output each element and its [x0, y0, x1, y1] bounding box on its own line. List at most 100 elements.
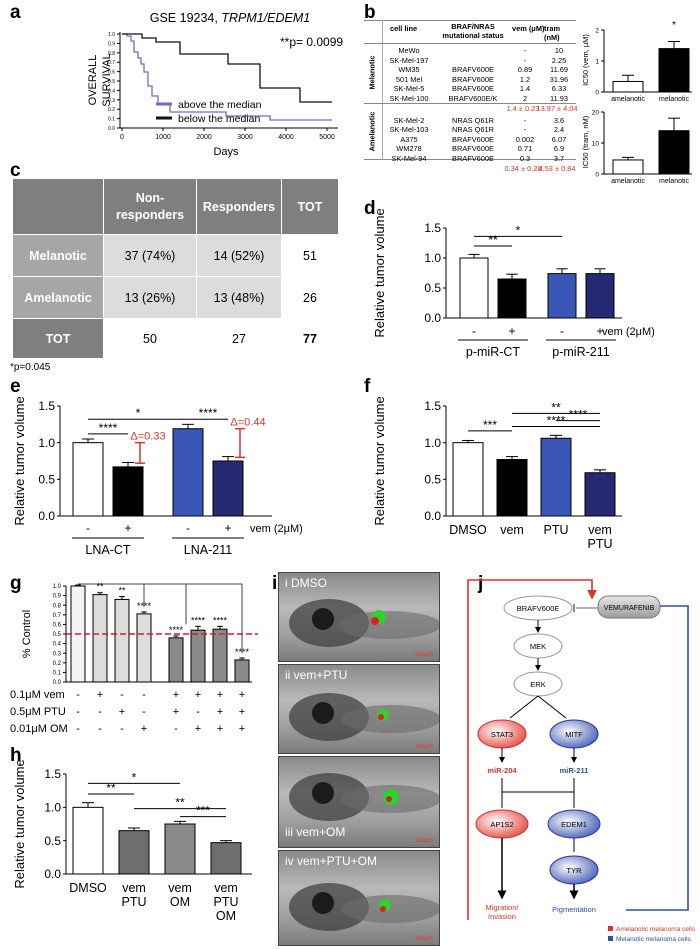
- x-tick-label: melanotic: [659, 178, 689, 185]
- node-ap1s2-label: AP1S2: [490, 820, 513, 829]
- y-tick-label: 1.0: [424, 251, 441, 265]
- bar: [459, 257, 489, 319]
- y-tick-label: 0.1: [53, 671, 62, 677]
- significance-label: *: [516, 223, 521, 237]
- table-b-cell: SK-Mel-100: [389, 94, 429, 103]
- delta-label: Δ=0.44: [230, 417, 265, 429]
- y-tick-label: 0.7: [53, 613, 62, 619]
- y-tick-label: 0.0: [38, 509, 55, 523]
- group-label: p-miR-211: [552, 345, 609, 359]
- survival-ytick-label: 1.0: [108, 32, 115, 38]
- survival-ytick-label: 0.6: [108, 70, 115, 76]
- significance-label: **: [106, 781, 116, 795]
- table-c-cell: 13 (48%): [196, 276, 282, 319]
- x-tick-label: vem PTU: [122, 881, 147, 909]
- x-tick-label: vem OM: [168, 881, 192, 909]
- significance-label: ****: [169, 625, 184, 635]
- table-b-cell: -: [523, 55, 527, 65]
- bar: [172, 428, 204, 517]
- legend-label-melanotic: Melanotic melanoma cells: [616, 936, 692, 943]
- curve-below-median: [122, 33, 332, 103]
- table-b-cell: 11.93: [550, 94, 568, 103]
- ic50-tram-chart: IC50 (tram, nM) 0 10 20 amelanotic melanotic: [581, 109, 692, 185]
- bar: [112, 466, 144, 517]
- header-cell-line: cell line: [390, 24, 418, 33]
- survival-xtick-label: 2000: [196, 134, 212, 141]
- panel-label-c: c: [10, 160, 21, 181]
- photo-caption: iv vem+PTU+OM: [285, 854, 378, 868]
- condition-mark: -: [196, 706, 200, 718]
- significance-label: ****: [213, 615, 228, 625]
- header-vem: vem (μM): [512, 24, 545, 33]
- table-b-cell: BRAFV600E: [452, 134, 494, 144]
- bar: [496, 459, 528, 517]
- chart-g: 0.0 0.1 0.2 0.3 0.4 0.5 0.6 0.7 0.8 0.9 1.0 % Contr…: [10, 582, 258, 735]
- cell-line-table: cell line BRAF/NRAS mutational status ve…: [364, 20, 578, 173]
- survival-ytick-label: 0.2: [108, 107, 115, 113]
- y-tick-label: 0.5: [53, 632, 62, 638]
- table-c-row-melanotic: Melanotic: [12, 234, 104, 277]
- ic50-tram-ylabel: IC50 (tram, nM): [581, 115, 590, 168]
- node-braf-label: BRAFV600E: [517, 604, 560, 613]
- y-tick-label: 10: [592, 140, 600, 147]
- panel-label-h: h: [10, 745, 22, 766]
- y-tick-label: 0.0: [424, 509, 441, 523]
- y-tick-label: 1.5: [38, 399, 55, 413]
- survival-ytick-label: 0.7: [108, 60, 115, 66]
- x-tick-label: vem: [500, 523, 524, 537]
- significance-label: ****: [99, 421, 118, 435]
- x-tick-label: +: [124, 521, 131, 535]
- table-b-summary: 13.97 ± 4.04: [536, 103, 578, 113]
- photo-vem-ptu: ii vem+PTU 100μm: [278, 664, 440, 754]
- chart-h: 0.0 0.5 1.0 1.5 Relative tumor volume DMSO vem…: [12, 759, 252, 923]
- survival-ytick-label: 0.5: [108, 79, 115, 85]
- survival-ylabel-2: SURVIVAL: [101, 53, 113, 106]
- legend-swatch-amelanotic: [608, 926, 613, 931]
- y-tick-label: 0.0: [424, 311, 441, 325]
- panel-label-a: a: [10, 2, 21, 23]
- table-b-cell: SK-Mel-2: [393, 115, 425, 125]
- node-mir211: miR-211: [560, 766, 589, 775]
- group-melanotic: Melanotic: [367, 55, 377, 90]
- table-c-header-tot: TOT: [281, 178, 339, 235]
- table-b-cell: WM35: [398, 65, 420, 75]
- panel-label-f: f: [364, 376, 371, 397]
- photo-vem-ptu-om: iv vem+PTU+OM 100μm: [278, 850, 440, 946]
- group-label: LNA-211: [184, 543, 232, 557]
- y-tick-label: 0.5: [424, 281, 441, 295]
- table-b-cell: -: [523, 125, 527, 135]
- x-tick-label: -: [472, 324, 476, 338]
- bar: [210, 842, 242, 875]
- y-tick-label: 0.8: [53, 603, 62, 609]
- responder-table: Non- responders Responders TOT Melanotic…: [12, 178, 339, 359]
- y-tick-label: 1.0: [424, 436, 441, 450]
- condition-mark: -: [142, 706, 146, 718]
- table-c-header-responders: Responders: [196, 178, 282, 235]
- node-mitf-label: MITF: [565, 730, 583, 739]
- panel-label-e: e: [10, 376, 21, 397]
- survival-title: GSE 19234, TRPM1/EDEM1: [150, 11, 310, 25]
- treatment-label: vem (2μM): [602, 326, 655, 338]
- table-b-cell: 2: [522, 94, 528, 103]
- table-c-row-tot: TOT: [12, 318, 104, 359]
- table-b-cell: 10: [554, 46, 564, 55]
- y-tick-label: 1.0: [44, 801, 61, 815]
- photo-vem-om: iii vem+OM 100μm: [278, 756, 440, 848]
- significance-label: ****: [191, 615, 206, 625]
- table-b-cell: 11.69: [550, 65, 568, 75]
- table-b-cell: 0.002: [515, 134, 535, 144]
- table-b-cell: BRAFV600E: [452, 74, 494, 84]
- condition-mark: +: [239, 689, 245, 701]
- table-b-cell: WM278: [396, 144, 422, 154]
- table-c-cell: 14 (52%): [196, 234, 282, 277]
- condition-mark: +: [217, 706, 223, 718]
- bar: [234, 659, 250, 683]
- x-tick-label: +: [596, 324, 603, 338]
- feedback-line-amelanotic: [467, 579, 597, 920]
- survival-ytick-label: 0.8: [108, 51, 115, 57]
- survival-plot: GSE 19234, TRPM1/EDEM1 OVERALL SURVIVAL …: [87, 11, 343, 158]
- x-tick-label: DMSO: [449, 523, 487, 537]
- condition-mark: +: [97, 689, 103, 701]
- ic50-vem-ylabel: IC50 (vem, μM): [581, 34, 590, 86]
